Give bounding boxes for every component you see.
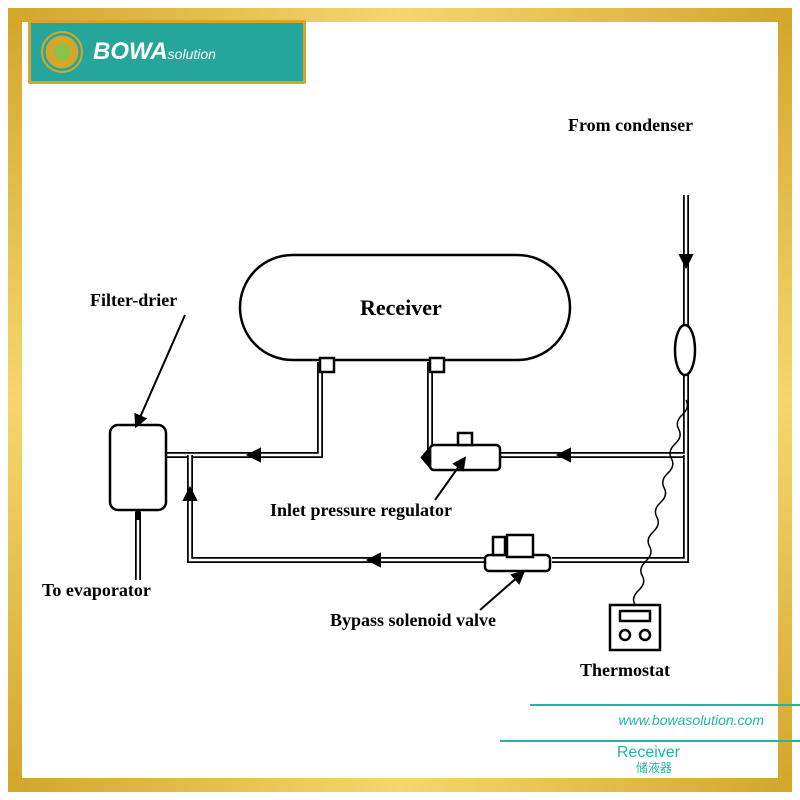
page-frame: BOWAsolution From condenser Receiver Fil…: [0, 0, 800, 800]
footer-subtitle: 储液器: [636, 759, 672, 776]
label-to-evaporator: To evaporator: [42, 580, 151, 601]
schematic-diagram: [30, 100, 770, 690]
footer-url: www.bowasolution.com: [618, 712, 764, 728]
logo-icon: [41, 31, 83, 73]
label-filter-drier: Filter-drier: [90, 290, 177, 311]
footer-line-1: [530, 704, 800, 706]
label-receiver: Receiver: [360, 295, 442, 321]
label-thermostat: Thermostat: [580, 660, 670, 681]
brand-logo: BOWAsolution: [28, 20, 306, 84]
logo-text: BOWAsolution: [93, 38, 216, 66]
logo-main: BOWA: [93, 38, 168, 65]
label-inlet-regulator: Inlet pressure regulator: [270, 500, 452, 521]
label-bypass-valve: Bypass solenoid valve: [330, 610, 496, 631]
footer-line-2: [500, 740, 800, 742]
logo-sub: solution: [168, 46, 216, 62]
label-from-condenser: From condenser: [568, 115, 693, 136]
